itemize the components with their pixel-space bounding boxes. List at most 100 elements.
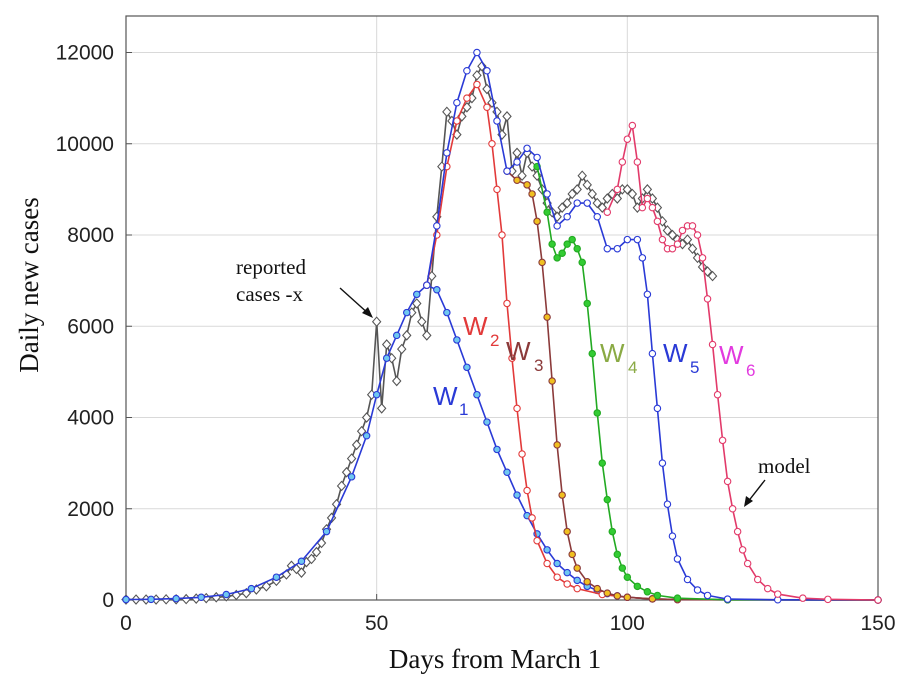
series-w6-point bbox=[668, 244, 677, 253]
label-w1: W 1 bbox=[433, 381, 468, 419]
label-w6-letter: W bbox=[719, 340, 744, 370]
series-w4-point bbox=[633, 582, 642, 591]
series-w4-point bbox=[603, 495, 612, 504]
series-w6-point bbox=[698, 254, 707, 262]
series-w5-point bbox=[583, 199, 591, 207]
series-w1-point bbox=[443, 308, 451, 317]
reported-series-point bbox=[371, 316, 382, 328]
y-axis-title: Daily new cases bbox=[14, 197, 44, 372]
model-annotation-arrowhead bbox=[744, 496, 753, 507]
series-w1-point bbox=[493, 445, 501, 454]
series-w5-point bbox=[653, 404, 662, 413]
series-w5-point bbox=[703, 591, 712, 600]
reported-series-point bbox=[572, 184, 582, 195]
series-w1-point bbox=[453, 336, 461, 344]
series-w1-point bbox=[392, 331, 401, 340]
reported-series-point bbox=[502, 111, 512, 122]
reported-series-point bbox=[562, 197, 572, 209]
reported-series-point bbox=[587, 188, 597, 200]
series-w6-point bbox=[623, 135, 632, 143]
series-w1-point bbox=[272, 573, 281, 581]
series-w4-point bbox=[623, 573, 632, 581]
series-w4-point bbox=[598, 459, 607, 467]
series-w6-point bbox=[763, 584, 772, 593]
reported-series-point bbox=[557, 202, 567, 213]
series-w5-point bbox=[633, 235, 642, 244]
series-w2-point bbox=[493, 185, 501, 194]
series-w5-point bbox=[668, 532, 677, 540]
series-w6-point bbox=[618, 158, 627, 166]
reported-series-point bbox=[296, 567, 307, 578]
series-w5-point bbox=[693, 586, 702, 594]
series-w1-point bbox=[553, 559, 561, 568]
series-w4-point bbox=[618, 564, 627, 572]
y-tick-label: 4000 bbox=[67, 407, 114, 430]
label-w2: W 2 bbox=[463, 311, 499, 350]
series-w4-point bbox=[578, 258, 586, 267]
series-w2-point bbox=[543, 559, 551, 568]
series-w2-point bbox=[563, 580, 571, 588]
series-w6-point bbox=[773, 590, 782, 598]
y-tick-label: 10000 bbox=[56, 133, 114, 156]
reported-series-point bbox=[627, 188, 638, 200]
series-w5-point bbox=[683, 575, 692, 584]
series-w1-point bbox=[322, 527, 331, 536]
reported-series-point bbox=[667, 229, 678, 241]
series-w3-point bbox=[563, 527, 571, 536]
series-w5-point bbox=[463, 67, 471, 75]
series-w2-point bbox=[523, 486, 531, 495]
series-w1-point bbox=[473, 390, 481, 399]
series-w6-point bbox=[628, 121, 637, 130]
series-w4-point bbox=[593, 409, 602, 417]
reported-series-point bbox=[356, 425, 367, 437]
series-w1-point bbox=[573, 576, 581, 585]
series-w2-point bbox=[473, 80, 481, 89]
series-w1-point bbox=[222, 590, 231, 599]
series-w5-point bbox=[503, 167, 511, 175]
reported-series-point bbox=[396, 343, 407, 355]
series-w1-point bbox=[402, 308, 411, 317]
series-w5-point bbox=[603, 244, 612, 253]
series-w3-point bbox=[523, 181, 531, 189]
reported-series-point bbox=[422, 330, 432, 341]
series-w3-point bbox=[543, 313, 551, 321]
series-w5-point bbox=[483, 67, 491, 75]
series-w3-point bbox=[548, 377, 556, 385]
series-w6-point bbox=[874, 596, 882, 604]
series-w6-point bbox=[613, 185, 622, 194]
series-w5-point bbox=[648, 349, 657, 358]
reported-series-point bbox=[376, 403, 387, 414]
series-w4-point bbox=[573, 244, 581, 253]
series-w1-point bbox=[483, 418, 491, 426]
model-annotation: model bbox=[758, 454, 811, 478]
series-w3-point bbox=[533, 217, 541, 226]
series-w6-point bbox=[688, 222, 697, 230]
reported-series-point bbox=[261, 580, 272, 592]
series-w2-point bbox=[518, 450, 526, 458]
series-w4-point bbox=[653, 591, 662, 600]
series-w4-point bbox=[563, 240, 571, 248]
label-w5-sub: 5 bbox=[690, 358, 699, 377]
reported-series-point bbox=[577, 170, 587, 182]
series-w6-point bbox=[673, 240, 682, 248]
reported-series-point bbox=[602, 193, 613, 204]
series-w5-point bbox=[638, 254, 647, 262]
reported-series-point bbox=[311, 546, 322, 558]
series-w5-point bbox=[573, 199, 581, 207]
x-tick-label: 50 bbox=[365, 612, 388, 635]
label-w3-sub: 3 bbox=[534, 356, 543, 375]
series-w5-point bbox=[663, 500, 672, 508]
reported-series-point bbox=[642, 184, 653, 195]
reported-series-point bbox=[306, 553, 317, 565]
reported-series-point bbox=[336, 480, 347, 492]
series-w3-point bbox=[513, 176, 521, 185]
series-w6-point bbox=[633, 158, 642, 166]
series-w1-point bbox=[247, 584, 256, 593]
reported-series-point bbox=[707, 270, 718, 282]
x-tick-label: 0 bbox=[120, 612, 132, 635]
series-w4-point bbox=[568, 235, 576, 244]
series-w2-point bbox=[483, 103, 491, 112]
series-w4-point bbox=[548, 240, 556, 248]
x-tick-label: 100 bbox=[610, 612, 645, 635]
series-w5-point bbox=[613, 244, 622, 253]
